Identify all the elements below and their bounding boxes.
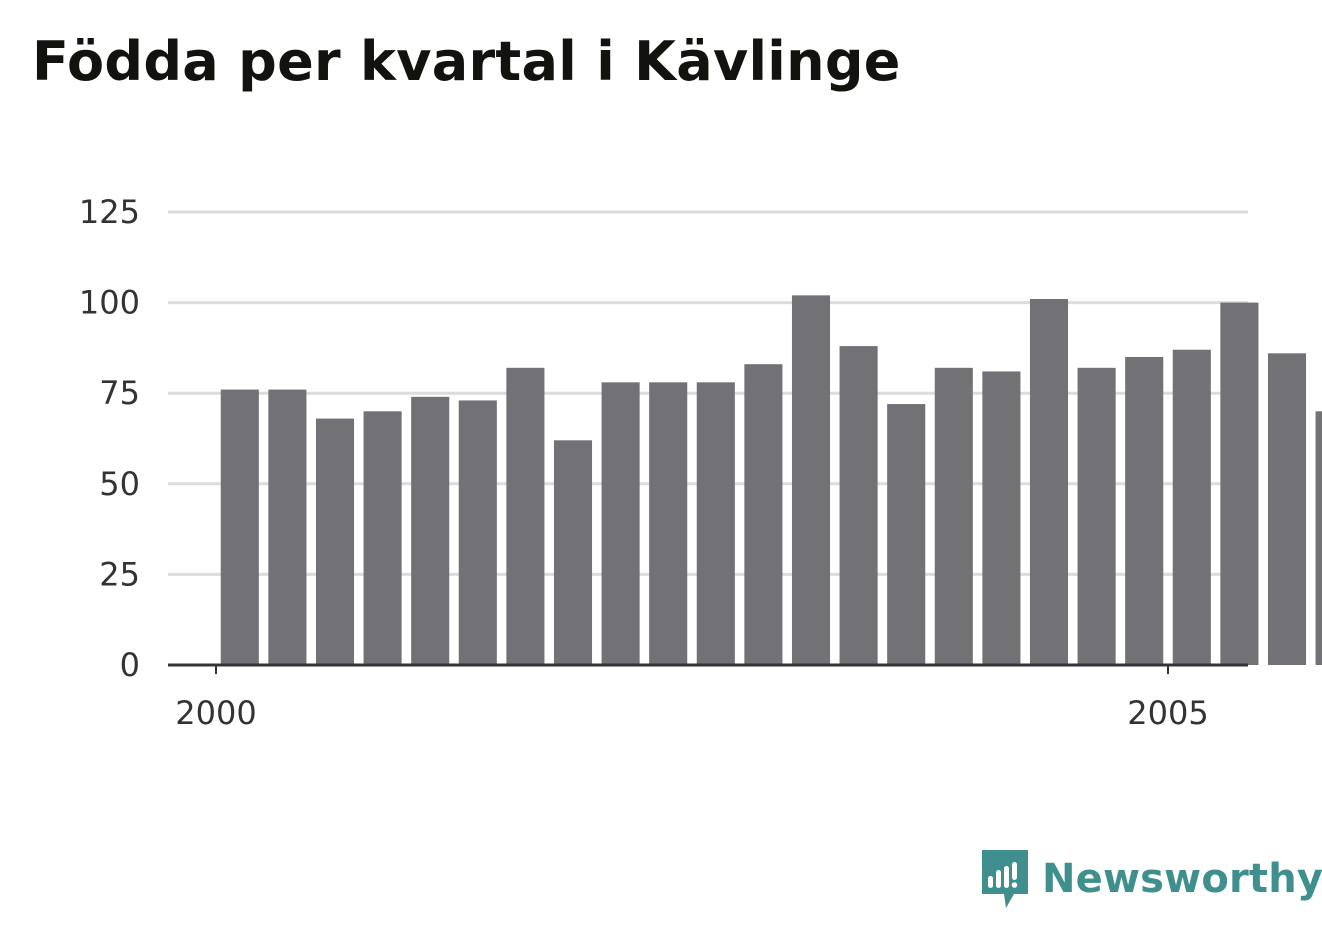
y-tick-label: 50 — [99, 465, 140, 503]
bar — [1125, 356, 1164, 665]
bar — [934, 367, 973, 665]
bar — [744, 364, 783, 665]
bars — [220, 295, 1322, 665]
axes: 025507510012571200020052010201520202025 — [79, 193, 1248, 732]
bar — [982, 371, 1021, 665]
bar — [1267, 353, 1307, 665]
bar — [363, 411, 402, 665]
bar — [411, 396, 450, 665]
brand-name: Newsworthy — [1042, 856, 1322, 902]
bar — [315, 418, 355, 665]
y-tick-label: 25 — [99, 555, 140, 593]
bar — [1220, 302, 1259, 665]
y-tick-label: 125 — [79, 193, 140, 231]
bar — [553, 440, 593, 665]
bar — [458, 400, 497, 665]
chart-title: Födda per kvartal i Kävlinge — [32, 30, 901, 93]
bar — [601, 382, 640, 665]
x-tick-label: 2005 — [1127, 694, 1208, 732]
y-tick-label: 100 — [79, 284, 140, 322]
bar — [649, 382, 688, 665]
bar — [506, 367, 545, 665]
bar — [268, 389, 307, 665]
bar — [839, 346, 878, 665]
bar — [1077, 367, 1116, 665]
newsworthy-logo: Newsworthy — [980, 848, 1322, 910]
bar — [791, 295, 831, 665]
bar — [887, 404, 926, 665]
bar — [1172, 349, 1211, 665]
bar — [1315, 411, 1322, 665]
newsworthy-logo-icon — [982, 850, 1028, 908]
x-tick-label: 2000 — [175, 694, 256, 732]
bar — [696, 382, 735, 665]
bar — [1029, 298, 1069, 665]
y-tick-label: 75 — [99, 374, 140, 412]
y-tick-label: 0 — [120, 646, 140, 684]
bar — [220, 389, 259, 665]
